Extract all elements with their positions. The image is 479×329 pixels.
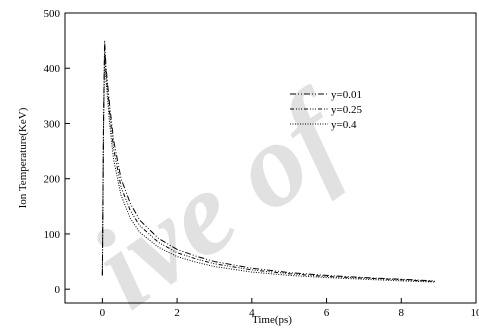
y-tick-label: 500 (44, 8, 61, 20)
x-tick-label: 8 (399, 307, 405, 319)
y-axis-ticks: 0 100 200 300 400 500 (44, 8, 70, 296)
legend: y=0.01 y=0.25 y=0.4 (290, 89, 362, 131)
y-tick-label: 0 (55, 284, 61, 296)
x-tick-label: 4 (249, 307, 255, 319)
series-line-1 (101, 40, 435, 282)
legend-label-1: y=0.01 (331, 89, 362, 101)
legend-label-2: y=0.25 (331, 104, 362, 116)
plot-frame (64, 12, 477, 304)
x-axis-label: Time(ps) (252, 314, 292, 326)
y-tick-label: 200 (44, 174, 61, 186)
x-tick-label: 0 (100, 307, 106, 319)
y-tick-label: 300 (44, 118, 61, 130)
series-line-3 (101, 54, 435, 283)
legend-label-3: y=0.4 (331, 119, 357, 131)
x-tick-label: 2 (174, 307, 180, 319)
y-tick-label: 100 (44, 229, 61, 241)
y-tick-label: 400 (44, 63, 61, 75)
watermark-text: ive of (68, 64, 374, 329)
x-tick-label: 10 (471, 307, 479, 319)
series-layer (101, 40, 435, 283)
x-axis-ticks: 0 2 4 6 8 10 (100, 298, 479, 319)
y-axis-label: Ion Temperature(KeV) (17, 107, 29, 208)
x-tick-label: 6 (324, 307, 330, 319)
